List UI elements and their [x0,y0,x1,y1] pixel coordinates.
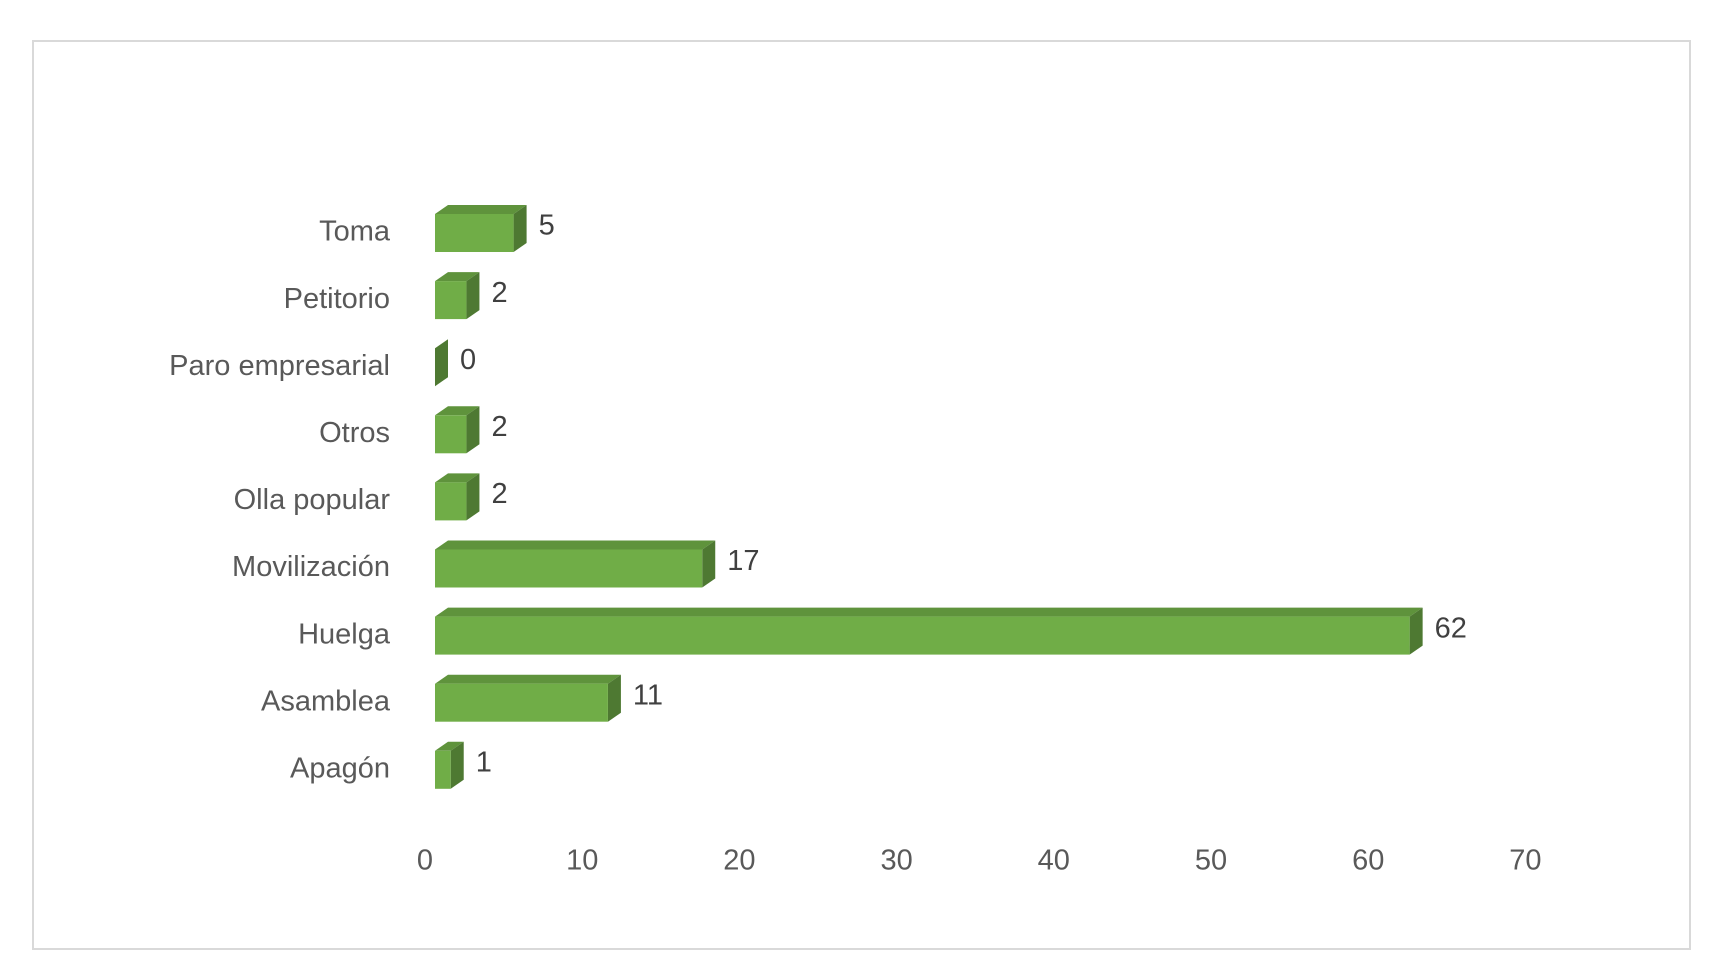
bar [435,415,467,454]
bar-side [513,205,527,252]
value-label: 2 [491,478,507,510]
bar-side [466,272,480,320]
value-label: 5 [539,210,555,242]
x-tick-label: 10 [566,845,598,877]
value-label: 1 [476,746,492,778]
y-tick-label: Olla popular [234,484,391,516]
bar [435,750,451,789]
bar [435,482,467,521]
value-label: 0 [460,344,476,376]
bar [435,549,703,588]
bar-side [466,473,480,521]
value-label: 17 [727,545,759,577]
x-tick-label: 70 [1509,845,1541,877]
value-label: 2 [491,277,507,309]
y-tick-label: Asamblea [261,685,391,717]
bar-side [466,406,480,454]
bar-top [435,473,480,483]
x-tick-label: 40 [1038,845,1070,877]
bar-top [435,741,464,751]
x-tick-label: 0 [417,845,433,877]
x-tick-label: 50 [1195,845,1227,877]
bar [435,214,514,252]
y-tick-label: Toma [319,216,391,248]
y-tick-label: Apagón [290,752,390,784]
y-tick-label: Huelga [298,618,391,650]
bar-side [435,339,448,387]
bar [435,683,608,722]
x-tick-label: 30 [880,845,912,877]
y-tick-label: Otros [319,417,390,449]
bar-top [435,272,480,282]
y-tick-label: Petitorio [284,283,390,315]
bar-top [435,674,621,684]
value-label: 2 [491,411,507,443]
bar-top [435,205,527,214]
chart-frame [32,40,1691,950]
value-label: 11 [633,679,663,711]
bar-top [435,540,716,550]
y-tick-label: Paro empresarial [169,350,390,382]
bar-side [1409,607,1423,655]
x-tick-label: 20 [723,845,755,877]
bar-top [435,406,480,416]
bar-side [702,540,716,588]
bar-top [435,607,1423,617]
y-tick-label: Movilización [232,551,390,583]
x-tick-label: 60 [1352,845,1384,877]
bar [435,616,1410,655]
bar-side [607,674,621,722]
value-label: 62 [1435,612,1467,644]
bar-side [450,741,464,789]
bar [435,281,467,320]
